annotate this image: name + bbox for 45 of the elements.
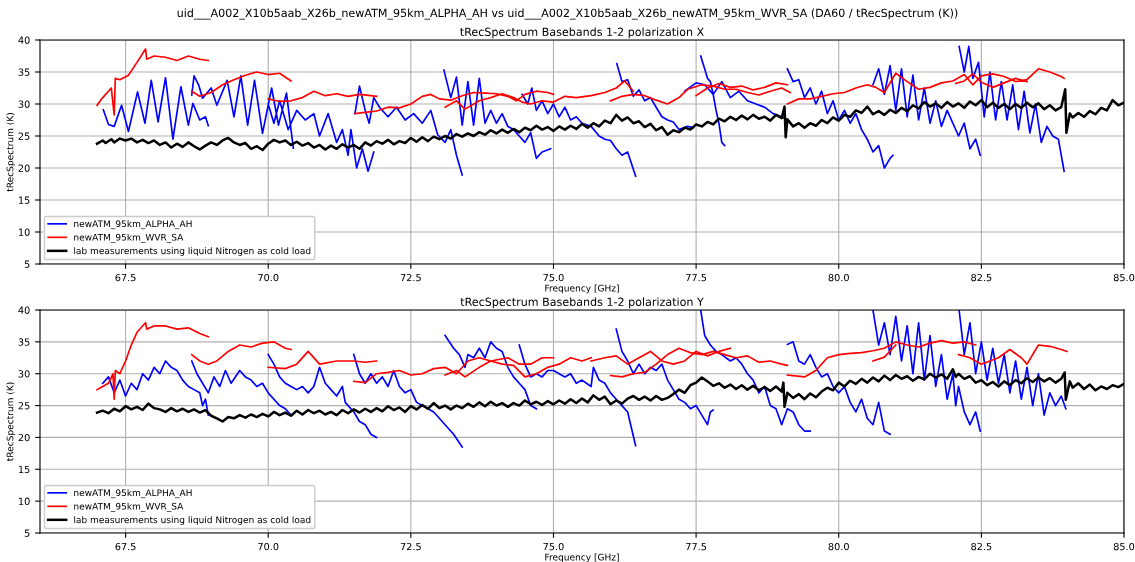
legend-label: newATM_95km_ALPHA_AH [74,489,192,499]
y-tick-label: 10 [18,228,30,236]
x-tick-label: 75.0 [543,273,564,282]
chart-title: tRecSpectrum Basebands 1-2 polarization X [460,27,704,39]
x-tick-label: 77.5 [686,543,707,551]
x-tick-label: 75.0 [543,542,564,551]
legend-label: lab measurements using liquid Nitrogen as cold load [74,247,311,256]
x-axis-title: Frequency [GHz] [545,284,619,294]
x-tick-label: 67.5 [115,542,136,551]
x-tick-label: 80.0 [828,542,849,551]
text: uid___A002_X10b5aab_X26b_newATM_95km_ALPHA_AH vs uid___A002_X10b5aab_X26b_newATM_95km_WVR_SA (DA60 / tRecSpectrum (K)) [177,8,958,20]
y-tick-label: 30 [18,370,30,378]
x-tick-label: 70.0 [258,273,279,282]
y-tick-label: 35 [18,338,30,346]
legend-label: newATM_95km_WVR_SA [74,233,184,243]
x-axis-title: Frequency [GHz] [545,553,619,562]
y-tick-label: 5 [24,260,30,268]
y-tick-label: 5 [24,529,30,537]
y-tick-label: 25 [18,132,30,140]
x-tick-label: 70.0 [258,542,279,551]
legend-label: newATM_95km_WVR_SA [74,502,184,512]
x-tick-label: 67.5 [115,273,136,282]
x-tick-label: 80.0 [828,273,849,282]
y-tick-label: 35 [18,68,30,76]
x-tick-label: 85.0 [1113,273,1135,282]
y-tick-label: 25 [18,402,30,410]
y-axis-title: tRecSpectrum (K) [6,113,16,192]
x-tick-label: 82.5 [971,273,992,282]
y-tick-label: 15 [18,196,30,204]
x-tick-label: 72.5 [400,542,421,551]
legend-label: lab measurements using liquid Nitrogen as cold load [74,516,311,525]
x-tick-label: 72.5 [400,273,421,282]
y-tick-label: 10 [18,497,30,505]
y-axis-title: tRecSpectrum (K) [6,382,16,462]
y-tick-label: 40 [18,36,30,44]
y-tick-label: 20 [18,164,30,172]
y-tick-label: 20 [18,433,30,442]
x-tick-label: 77.5 [686,274,707,282]
x-tick-label: 82.5 [971,542,992,551]
y-tick-label: 15 [18,465,30,474]
y-tick-label: 30 [18,100,30,108]
y-tick-label: 40 [18,306,30,314]
legend-label: newATM_95km_ALPHA_AH [74,220,192,230]
x-tick-label: 85.0 [1113,542,1135,551]
chart-title: tRecSpectrum Basebands 1-2 polarization Y [460,297,704,309]
